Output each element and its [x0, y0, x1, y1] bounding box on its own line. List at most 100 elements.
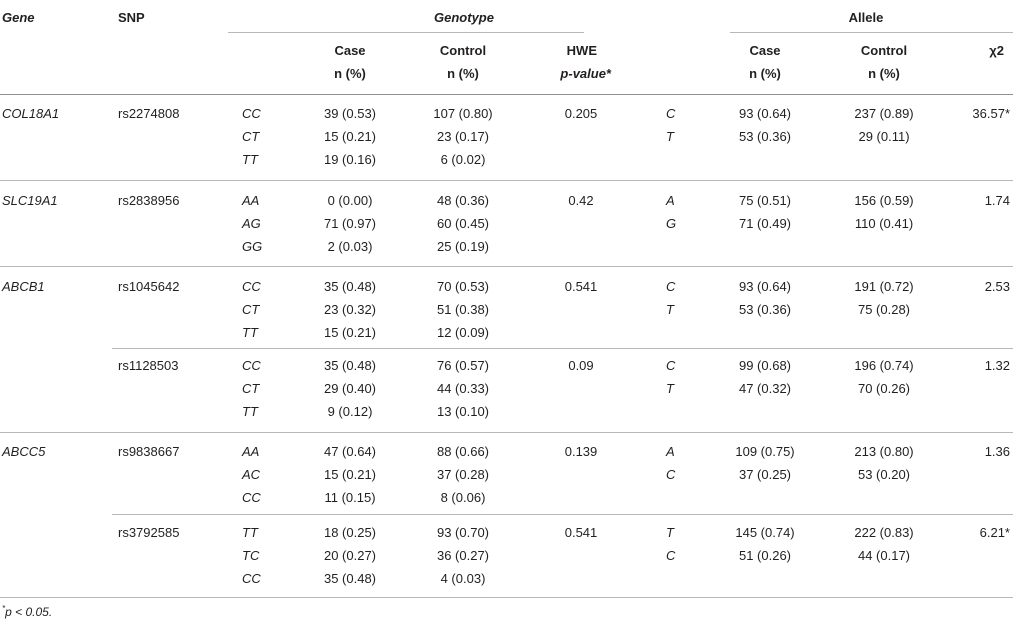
genotype-case: 39 (0.53)	[323, 106, 377, 121]
hwe-pvalue: 0.09	[568, 358, 594, 373]
genotype-case: 15 (0.21)	[323, 129, 377, 144]
snp-id: rs9838667	[118, 444, 180, 459]
header-control: Control	[439, 43, 487, 58]
snp-id: rs3792585	[118, 525, 180, 540]
genotype-case: 35 (0.48)	[323, 279, 377, 294]
header-allele-control-unit: n (%)	[868, 66, 900, 81]
genotype-control: 48 (0.36)	[436, 193, 490, 208]
genotype-case: 0 (0.00)	[327, 193, 373, 208]
header-allele-case-unit: n (%)	[749, 66, 781, 81]
allele-control: 110 (0.41)	[854, 216, 914, 231]
allele-case: 93 (0.64)	[738, 279, 792, 294]
genotype-case: 19 (0.16)	[323, 152, 377, 167]
genotype: AA	[242, 193, 260, 208]
genotype-control: 37 (0.28)	[436, 467, 490, 482]
chi2-value: 2.53	[984, 279, 1010, 294]
hwe-pvalue: 0.541	[564, 279, 598, 294]
allele-control: 44 (0.17)	[857, 548, 911, 563]
genotype: TT	[242, 152, 258, 167]
footnote: *p < 0.05.	[2, 601, 52, 620]
allele-case: 53 (0.36)	[738, 129, 792, 144]
genotype-case: 15 (0.21)	[323, 467, 377, 482]
hwe-pvalue: 0.139	[564, 444, 598, 459]
genotype-control: 51 (0.38)	[436, 302, 490, 317]
header-case-unit: n (%)	[334, 66, 366, 81]
snp-id: rs2838956	[118, 193, 180, 208]
genotype: CT	[242, 302, 260, 317]
allele-control: 75 (0.28)	[857, 302, 911, 317]
gene-name: ABCB1	[2, 279, 45, 294]
genotype-underline	[228, 32, 584, 33]
allele-control: 237 (0.89)	[854, 106, 914, 121]
gene-name: COL18A1	[2, 106, 60, 121]
allele: T	[666, 381, 674, 396]
genotype-control: 12 (0.09)	[436, 325, 490, 340]
genotype-control: 25 (0.19)	[436, 239, 490, 254]
allele: C	[666, 279, 676, 294]
allele-control: 191 (0.72)	[854, 279, 914, 294]
footnote-mark: *	[2, 604, 6, 613]
genotype-control: 8 (0.06)	[440, 490, 486, 505]
allele: G	[666, 216, 677, 231]
genotype-case: 9 (0.12)	[327, 404, 373, 419]
genotype-control: 93 (0.70)	[436, 525, 490, 540]
allele-case: 51 (0.26)	[738, 548, 792, 563]
genotype: TT	[242, 404, 258, 419]
allele-control: 222 (0.83)	[854, 525, 914, 540]
genotype-control: 36 (0.27)	[436, 548, 490, 563]
genotype-case: 23 (0.32)	[323, 302, 377, 317]
row-separator	[0, 266, 1013, 267]
chi2-value: 1.74	[984, 193, 1010, 208]
allele-control: 70 (0.26)	[857, 381, 911, 396]
genotype: CT	[242, 129, 260, 144]
allele: T	[666, 129, 674, 144]
header-hwe: HWE	[566, 43, 597, 58]
allele-case: 99 (0.68)	[738, 358, 792, 373]
genotype-control: 6 (0.02)	[440, 152, 486, 167]
chi2-value: 1.32	[984, 358, 1010, 373]
allele: A	[666, 193, 675, 208]
genotype-case: 47 (0.64)	[323, 444, 377, 459]
chi2-value: 36.57*	[972, 106, 1010, 121]
hwe-pvalue: 0.205	[564, 106, 598, 121]
genotype: CC	[242, 279, 261, 294]
hwe-pvalue: 0.541	[564, 525, 598, 540]
allele: C	[666, 548, 676, 563]
row-separator	[112, 348, 1013, 349]
allele-control: 196 (0.74)	[854, 358, 914, 373]
genotype: CT	[242, 381, 260, 396]
genotype: CC	[242, 490, 261, 505]
allele: T	[666, 302, 674, 317]
allele: A	[666, 444, 675, 459]
genotype-control: 23 (0.17)	[436, 129, 490, 144]
snp-id: rs1045642	[118, 279, 180, 294]
allele-case: 53 (0.36)	[738, 302, 792, 317]
genotype-case: 11 (0.15)	[324, 490, 376, 505]
genotype-case: 35 (0.48)	[323, 358, 377, 373]
genotype-case: 35 (0.48)	[323, 571, 377, 586]
genotype-control: 107 (0.80)	[433, 106, 493, 121]
allele-case: 93 (0.64)	[738, 106, 792, 121]
allele-underline	[730, 32, 1013, 33]
genotype-control: 88 (0.66)	[436, 444, 490, 459]
row-separator	[112, 514, 1013, 515]
header-allele-control: Control	[860, 43, 908, 58]
allele-case: 109 (0.75)	[735, 444, 795, 459]
header-chi2: χ2	[989, 43, 1004, 58]
genotype-case: 18 (0.25)	[323, 525, 377, 540]
allele-control: 29 (0.11)	[858, 129, 910, 144]
genotype: TT	[242, 525, 258, 540]
genotype: TT	[242, 325, 258, 340]
header-control-unit: n (%)	[447, 66, 479, 81]
genotype: CC	[242, 358, 261, 373]
allele-case: 75 (0.51)	[738, 193, 792, 208]
genotype-case: 2 (0.03)	[327, 239, 373, 254]
chi2-value: 6.21*	[979, 525, 1010, 540]
genotype: GG	[242, 239, 263, 254]
gene-name: SLC19A1	[2, 193, 58, 208]
genotype: CC	[242, 106, 261, 121]
row-separator	[0, 432, 1013, 433]
header-genotype: Genotype	[434, 10, 494, 25]
header-hwe-pvalue: p-value*	[560, 66, 611, 81]
